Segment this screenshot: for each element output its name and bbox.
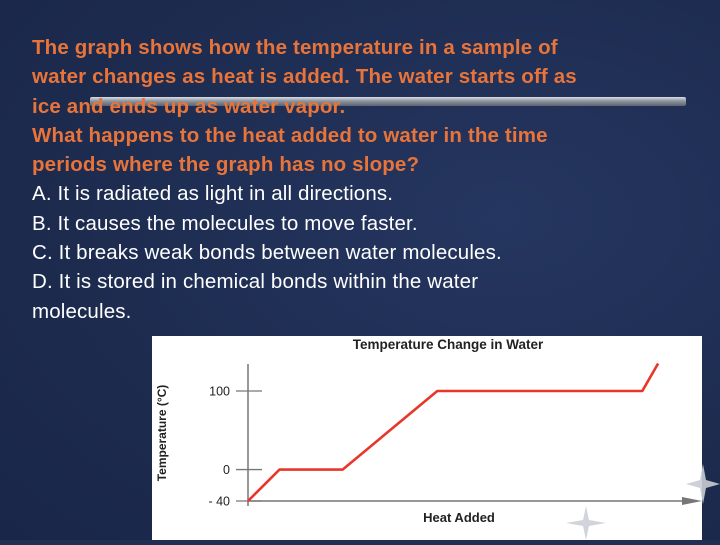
x-axis-arrowhead — [682, 497, 702, 505]
y-tick-label: 100 — [209, 385, 230, 399]
sparkle-star-icon — [566, 506, 606, 540]
choice-c: C. It breaks weak bonds between water mo… — [32, 241, 502, 265]
y-tick-label: - 40 — [208, 495, 230, 509]
y-axis-label: Temperature (°C) — [155, 385, 169, 482]
question-line: water changes as heat is added. The wate… — [32, 65, 577, 89]
question-line: The graph shows how the temperature in a… — [32, 36, 558, 59]
series-layer — [247, 362, 660, 502]
axis-layer — [247, 364, 702, 506]
temperature-series-line — [247, 362, 660, 502]
question-block: The graph shows how the temperature in a… — [32, 33, 692, 326]
choice-d-continued: molecules. — [32, 299, 132, 323]
chart-title: Temperature Change in Water — [353, 337, 544, 352]
sparkle-star-icon — [686, 464, 720, 504]
choice-b: B. It causes the molecules to move faste… — [32, 211, 418, 235]
choice-d: D. It is stored in chemical bonds within… — [32, 270, 479, 294]
question-line: What happens to the heat added to water … — [32, 123, 548, 147]
x-axis-label: Heat Added — [423, 510, 495, 525]
question-line: ice and ends up as water vapor. — [32, 94, 346, 118]
choice-a: A. It is radiated as light in all direct… — [32, 182, 394, 206]
temperature-chart: Temperature Change in Water Heat Added T… — [155, 337, 702, 525]
decorative-rule — [90, 97, 686, 106]
tick-layer: 100 0 - 40 — [208, 385, 262, 509]
y-tick-label: 0 — [223, 463, 230, 477]
chart-panel: Temperature Change in Water Heat Added T… — [152, 336, 702, 540]
question-line: periods where the graph has no slope? — [32, 153, 420, 177]
